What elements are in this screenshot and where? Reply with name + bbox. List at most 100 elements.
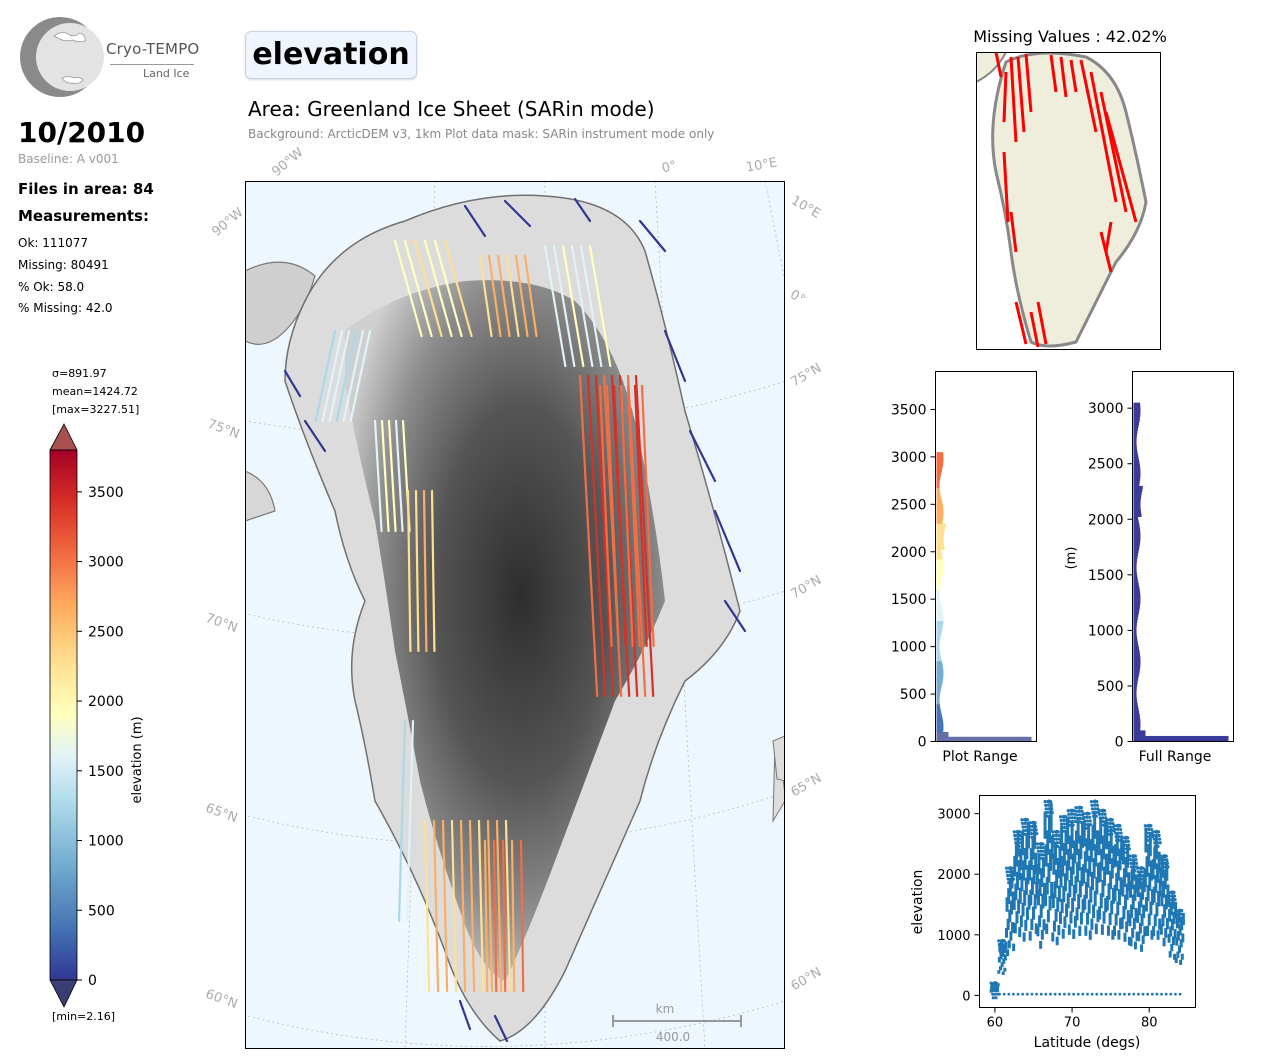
scatter-point (1053, 881, 1057, 899)
scatter-point (1036, 845, 1040, 850)
scatter-point (1179, 959, 1183, 965)
track-segment (586, 374, 607, 698)
lat-label-60-right: 60°N (788, 964, 825, 995)
scatter-point (1051, 932, 1055, 942)
scatter-point (1029, 828, 1033, 832)
hist-bar (936, 727, 944, 731)
scatter-point (1133, 884, 1137, 901)
hist-bar (936, 627, 943, 631)
hist-bar (1133, 599, 1141, 604)
scatter-point (1072, 992, 1076, 996)
plot-range-histogram: 0 500 1000 1500 2000 2500 3000 3500 Plot Range (891, 371, 1037, 765)
track-segment (387, 419, 397, 533)
scatter-point (1040, 930, 1044, 940)
scatter-point (1163, 870, 1167, 890)
hist-bar (1133, 660, 1141, 665)
hist-bar (1133, 649, 1140, 654)
track-segment (483, 839, 489, 993)
scatter-point (1055, 869, 1059, 889)
scatter-point (1013, 855, 1017, 877)
scatter-point (1054, 833, 1058, 838)
scatter-point (1084, 826, 1088, 830)
scatter-point (1085, 811, 1090, 816)
scatter-point (1055, 841, 1059, 845)
scatter-point (1154, 835, 1158, 860)
hist-bar (936, 532, 944, 536)
scatter-point (1001, 971, 1005, 975)
scatter-point (1166, 890, 1171, 895)
hist-bar (936, 513, 944, 517)
scatter-point (1133, 941, 1137, 950)
scatter-point (1145, 838, 1150, 842)
scatter-point (1121, 843, 1125, 847)
hist-bar (936, 710, 942, 714)
scatter-point (1169, 992, 1173, 996)
scatter-point (1016, 871, 1020, 891)
track-segment (441, 819, 449, 993)
hist-bar (936, 639, 940, 643)
scatter-point (1178, 945, 1182, 953)
scatter-point (1029, 832, 1033, 836)
scatter-point (1174, 992, 1177, 996)
hist-bar (1133, 616, 1138, 620)
scatter-point (1174, 901, 1178, 905)
scale-value: 400.0 (656, 1030, 690, 1044)
scatter-point (1090, 807, 1095, 811)
scatter-point (1016, 992, 1020, 996)
scatter-point (1013, 922, 1017, 934)
hist1-xlabel: Plot Range (942, 749, 1017, 765)
hist-bar (936, 634, 941, 638)
scatter-point (1105, 895, 1109, 911)
hist-bar (1133, 710, 1140, 715)
cbar-min: [min=2.16] (52, 1010, 115, 1023)
scatter-point (1010, 869, 1014, 889)
track-segment (314, 329, 337, 423)
scatter-point (1089, 886, 1093, 903)
scatter-point (1117, 930, 1121, 940)
scatter-point (1105, 821, 1109, 825)
hist-bar (936, 551, 942, 555)
scatter-point (1151, 889, 1155, 906)
scatter-point (1038, 878, 1042, 897)
scatter-point (1098, 906, 1102, 920)
scatter-point (1035, 842, 1039, 846)
scatter-point (1061, 929, 1065, 939)
scatter-point (1049, 802, 1053, 832)
scatter-point (1111, 930, 1115, 940)
elevation-latitude-scatter: 60 70 80 0 1000 2000 3000 Latitude (degs) elev… (910, 795, 1196, 1051)
scatter-point (1119, 917, 1123, 930)
scatter-point (1046, 803, 1050, 807)
hist-bar (936, 672, 944, 676)
scatter-point (1073, 819, 1077, 824)
scatter-point (1058, 846, 1062, 869)
missing-track (1014, 301, 1028, 345)
hist-bar (936, 523, 946, 527)
scatter-point (1104, 992, 1108, 996)
track-segment (394, 419, 404, 533)
hist-bar (936, 601, 941, 605)
scatter-point (1022, 832, 1026, 836)
scatter-point (1136, 910, 1140, 924)
scatter-point (1114, 844, 1118, 867)
hist-bar (1133, 569, 1137, 573)
scatter-point (1176, 951, 1180, 958)
hist-bar (936, 461, 944, 465)
hist-bar (1133, 677, 1139, 681)
hist-bar (1133, 483, 1140, 487)
scatter-point (1044, 844, 1048, 867)
scatter-point (1063, 826, 1067, 830)
hist-bar (1133, 713, 1140, 717)
hist-tick-label: 2000 (1088, 512, 1124, 528)
scatter-point (1170, 919, 1174, 931)
hist-bar (936, 724, 944, 728)
hist-bar (936, 665, 943, 669)
track-segment (501, 839, 507, 993)
scatter-point (1028, 860, 1032, 881)
scatter-point (1167, 933, 1171, 943)
track-segment (430, 489, 436, 653)
scatter-point (997, 970, 1001, 974)
hist-bar (936, 584, 941, 588)
scatter-xlabel: Latitude (degs) (1034, 1035, 1141, 1051)
scatter-point (1159, 924, 1163, 935)
scatter-point (1016, 837, 1020, 841)
